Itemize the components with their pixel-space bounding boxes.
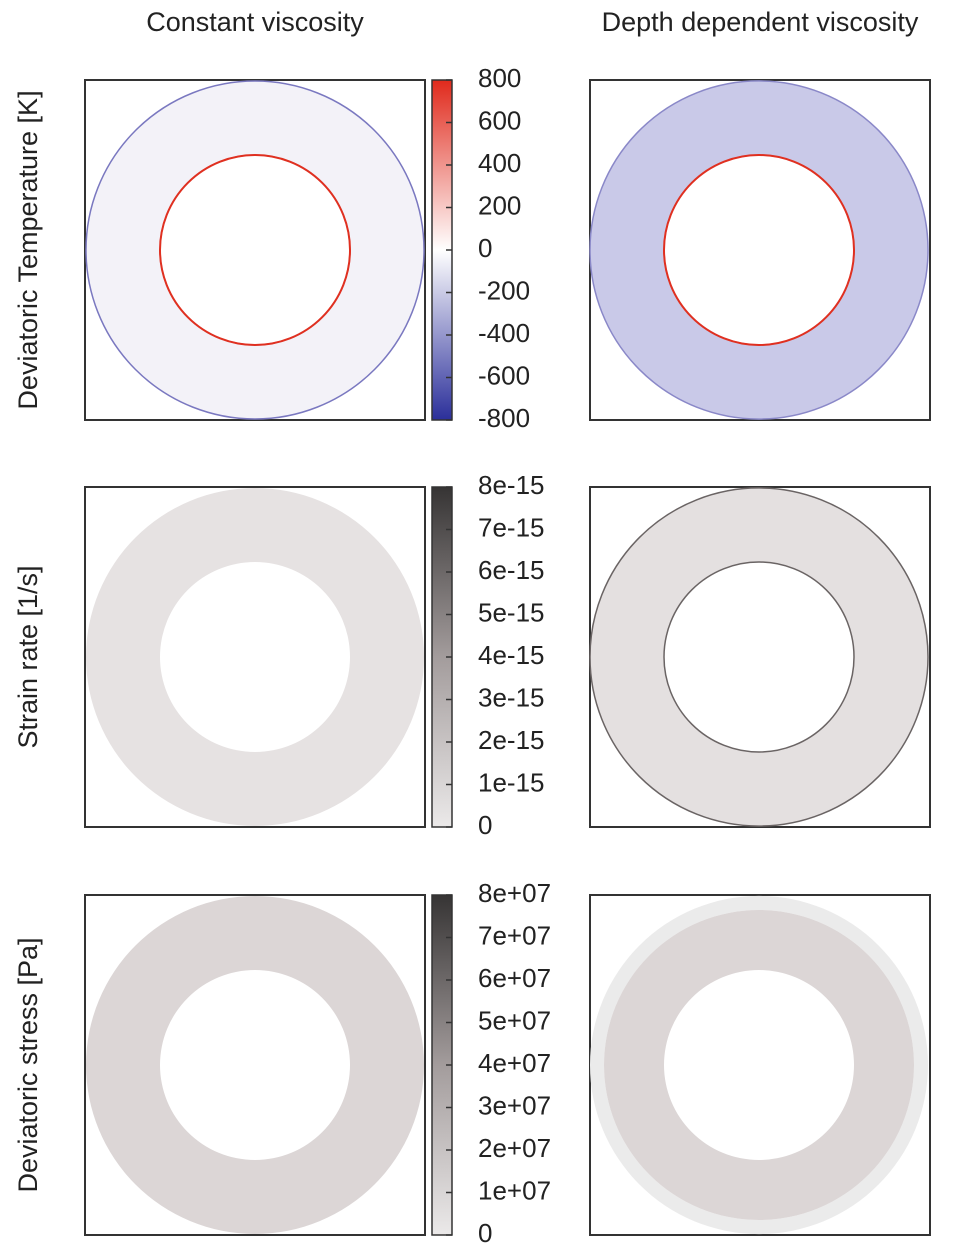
colorbar-tick-label: 5e+07 xyxy=(478,1005,551,1035)
colorbar-tick-label: 7e-15 xyxy=(478,512,545,542)
colorbar-tick-label: -200 xyxy=(478,275,530,305)
inner-boundary xyxy=(159,154,351,346)
row-label: Strain rate [1/s] xyxy=(13,565,43,748)
colorbar-tick-label: 400 xyxy=(478,148,521,178)
colorbar-tick-label: 2e-15 xyxy=(478,725,545,755)
panel-frame xyxy=(84,486,426,828)
colorbar-tick-label: -800 xyxy=(478,403,530,433)
colorbar-tick-label: 0 xyxy=(478,810,492,840)
colorbar-tick-label: 1e+07 xyxy=(478,1175,551,1205)
panel-frame xyxy=(84,79,426,421)
column-title: Constant viscosity xyxy=(146,7,364,37)
colorbar-tick-label: 7e+07 xyxy=(478,920,551,950)
colorbar-tick-label: 800 xyxy=(478,63,521,93)
colorbar-tick-label: 0 xyxy=(478,233,492,263)
colorbar-tick-label: 2e+07 xyxy=(478,1133,551,1163)
annulus xyxy=(86,488,424,826)
colorbar-tick-label: -400 xyxy=(478,318,530,348)
inner-boundary xyxy=(663,154,855,346)
colorbar-tick-label: 0 xyxy=(478,1218,492,1248)
annulus xyxy=(86,896,424,1234)
annulus xyxy=(589,80,929,420)
annulus xyxy=(604,910,914,1220)
annulus xyxy=(85,80,425,420)
colorbar-tick-label: 4e-15 xyxy=(478,640,545,670)
colorbar-tick-label: 3e+07 xyxy=(478,1090,551,1120)
colorbar-tick-label: 600 xyxy=(478,105,521,135)
panel-frame xyxy=(84,894,426,1236)
row-label: Deviatoric Temperature [K] xyxy=(13,90,43,409)
colorbar-tick-label: 6e+07 xyxy=(478,963,551,993)
colorbar-tick-label: 1e-15 xyxy=(478,767,545,797)
colorbar-tick-label: 8e+07 xyxy=(478,878,551,908)
colorbar-tick-label: 3e-15 xyxy=(478,682,545,712)
column-title: Depth dependent viscosity xyxy=(602,7,919,37)
annulus xyxy=(589,487,929,827)
row-label: Deviatoric stress [Pa] xyxy=(13,937,43,1192)
colorbar-tick-label: 200 xyxy=(478,190,521,220)
colorbar-tick-label: 4e+07 xyxy=(478,1048,551,1078)
colorbar-tick-label: 8e-15 xyxy=(478,470,545,500)
colorbar-tick-label: 5e-15 xyxy=(478,597,545,627)
colorbar-tick-label: 6e-15 xyxy=(478,555,545,585)
colorbar-tick-label: -600 xyxy=(478,360,530,390)
